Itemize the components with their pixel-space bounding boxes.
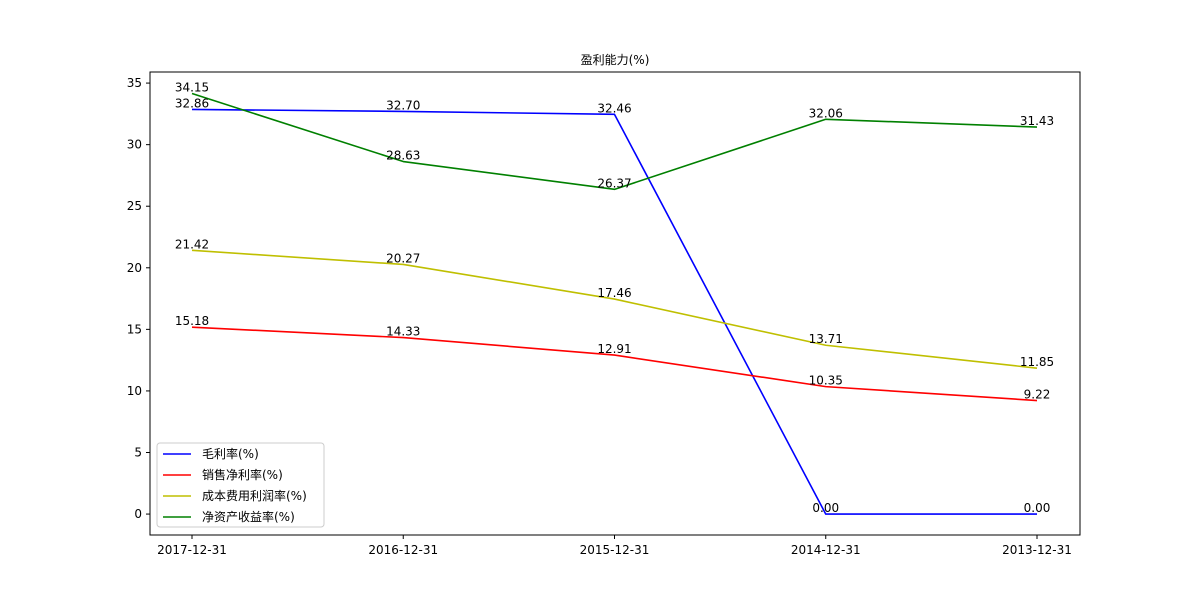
legend-label: 毛利率(%) [202,446,259,461]
data-label: 11.85 [1020,355,1054,369]
legend-label: 净资产收益率(%) [202,509,295,524]
y-tick-label: 10 [127,384,142,398]
chart-title: 盈利能力(%) [581,53,650,67]
x-tick-label: 2016-12-31 [368,543,438,557]
data-label: 32.06 [809,106,843,120]
y-tick-label: 20 [127,261,142,275]
data-label: 28.63 [386,149,420,163]
legend-box [156,442,325,528]
x-axis: 2017-12-31 2016-12-31 2015-12-31 2014-12-31… [157,535,1072,557]
x-tick-label: 2013-12-31 [1002,543,1072,557]
data-label: 21.42 [175,237,209,251]
y-tick-label: 15 [127,322,142,336]
legend-label: 销售净利率(%) [202,467,283,482]
data-label: 32.46 [597,101,631,115]
x-tick-label: 2014-12-31 [791,543,861,557]
data-label: 0.00 [1024,501,1051,515]
series-line-0 [191,108,1037,515]
data-label: 15.18 [175,314,209,328]
x-tick-label: 2017-12-31 [157,543,227,557]
series-line-1 [191,326,1038,402]
data-label: 9.22 [1024,388,1051,402]
data-label: 34.15 [175,81,209,95]
series-line-2 [191,249,1038,369]
y-axis: 0 5 10 15 20 25 30 35 [127,76,150,521]
x-tick-label: 2015-12-31 [580,543,650,557]
y-tick-label: 30 [127,138,142,152]
data-label: 12.91 [597,342,631,356]
data-label: 14.33 [386,325,420,339]
y-tick-label: 35 [127,76,142,90]
data-label: 20.27 [386,251,420,265]
y-tick-label: 25 [127,199,142,213]
legend-label: 成本费用利润率(%) [202,488,307,503]
data-label: 26.37 [597,176,631,190]
y-tick-label: 0 [134,507,142,521]
data-label: 32.86 [175,96,209,110]
series-line-3 [191,92,1038,191]
data-label: 10.35 [809,374,843,388]
legend: 毛利率(%) 销售净利率(%) 成本费用利润率(%) 净资产收益率(%) [156,442,325,528]
data-label: 13.71 [809,332,843,346]
series-lines [191,92,1038,515]
data-label: 0.00 [812,501,839,515]
data-label: 17.46 [597,286,631,300]
data-labels: 32.86 32.70 32.46 0.00 0.00 15.18 14.33 12.91 10… [175,81,1054,516]
data-label: 32.70 [386,98,420,112]
data-label: 31.43 [1020,114,1054,128]
y-tick-label: 5 [134,445,142,459]
